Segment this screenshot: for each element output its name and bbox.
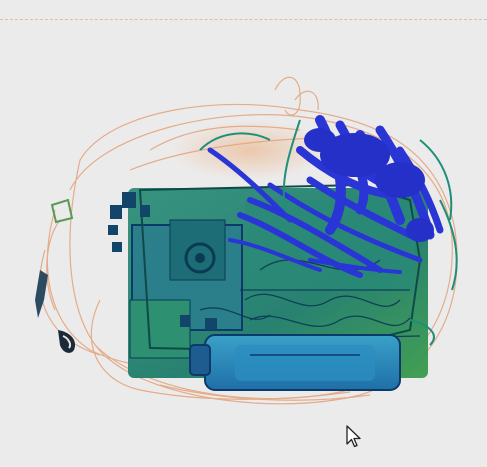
organic-mass <box>170 120 330 180</box>
scan-line <box>0 19 487 20</box>
dense-metal-blob <box>304 128 434 242</box>
left-strap-clips <box>35 198 76 353</box>
cable-loops <box>199 119 458 346</box>
mouse-pointer-icon <box>346 425 361 448</box>
battery-pack <box>189 334 401 391</box>
